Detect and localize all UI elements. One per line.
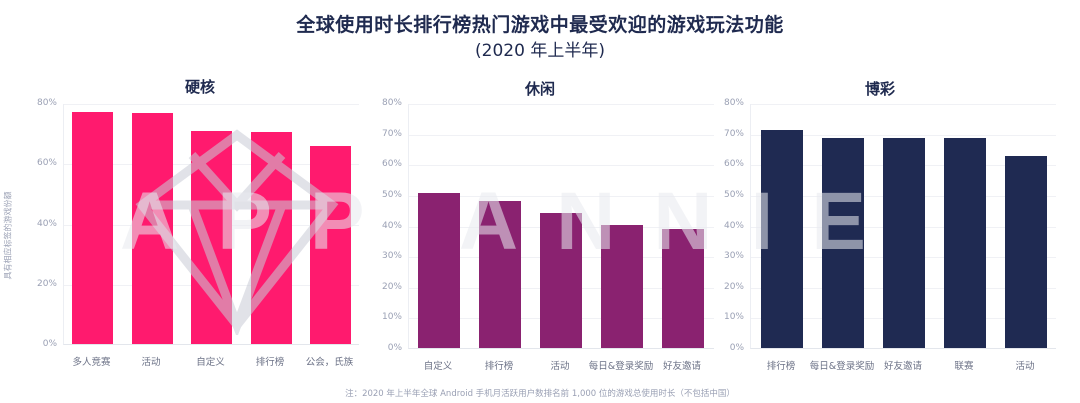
y-tick-label: 10%: [381, 312, 402, 323]
bar-2[interactable]: [822, 138, 864, 348]
y-tick-label: 50%: [723, 189, 744, 200]
y-tick-label: 40%: [723, 220, 744, 231]
y-tick-label: 60%: [723, 159, 744, 170]
x-tick-label: 公会，氏族: [305, 357, 354, 368]
bar-4[interactable]: [944, 138, 986, 348]
y-tick-label: 0%: [729, 343, 744, 353]
bar-3[interactable]: [540, 213, 582, 348]
x-tick-label: 活动: [550, 361, 570, 372]
plot-area-casual: [408, 104, 714, 349]
chart-casual: 休闲 0% 10% 20% 30% 40% 50% 60% 70% 80% 自定义 排行榜 活动 每日&…: [360, 0, 720, 403]
y-tick-label: 80%: [381, 98, 402, 108]
chart-title: 全球使用时长排行榜热门游戏中最受欢迎的游戏玩法功能: [296, 14, 784, 36]
bar-4[interactable]: [601, 224, 643, 348]
y-tick-label: 60%: [381, 159, 402, 170]
chart-casino: 博彩 0% 10% 20% 30% 40% 50% 60% 70% 80% 排行榜 每日&登录奖励好…: [715, 0, 1080, 403]
bar-3[interactable]: [883, 138, 925, 348]
y-tick-label: 0%: [42, 339, 57, 349]
gridline: [409, 165, 714, 167]
gridline: [64, 104, 359, 105]
bar-2[interactable]: [131, 112, 173, 344]
panel-title-hardcore: 硬核: [184, 78, 215, 96]
y-tick-label: 40%: [36, 218, 57, 229]
x-tick-label: 自定义: [196, 357, 225, 368]
y-tick-label: 80%: [36, 98, 57, 108]
y-tick-label: 20%: [36, 278, 57, 289]
x-tick-label: 多人竞赛: [72, 357, 111, 368]
y-tick-label: 0%: [387, 343, 402, 353]
x-tick-label: 排行榜: [766, 361, 796, 372]
y-tick-label: 40%: [381, 220, 402, 231]
x-tick-label: 好友邀请: [883, 361, 922, 372]
chart-subtitle: (2020 年上半年): [475, 41, 605, 61]
x-tick-label: 每日&登录奖励: [809, 361, 875, 372]
bar-2[interactable]: [479, 201, 521, 348]
bar-5[interactable]: [662, 228, 704, 348]
x-tick-label: 排行榜: [484, 361, 514, 372]
y-tick-label: 30%: [381, 251, 402, 262]
y-tick-label: 50%: [381, 189, 402, 200]
plot-area-casino: [750, 104, 1056, 349]
x-tick-label: 好友邀请: [662, 361, 701, 372]
panel-title-casino: 博彩: [864, 80, 895, 98]
x-tick-label: 活动: [1015, 361, 1035, 372]
plot-area-hardcore: [63, 104, 359, 345]
x-tick-label: 排行榜: [255, 357, 285, 368]
y-tick-label: 70%: [381, 128, 402, 139]
x-tick-label: 每日&登录奖励: [588, 361, 654, 372]
y-tick-label: 10%: [723, 312, 744, 323]
y-tick-label: 60%: [36, 158, 57, 169]
gridline: [409, 195, 714, 197]
x-tick-label: 联赛: [954, 361, 974, 372]
gridline: [751, 134, 1056, 136]
y-tick-label: 20%: [381, 281, 402, 292]
x-tick-label: 活动: [141, 357, 161, 368]
y-tick-label: 30%: [723, 251, 744, 262]
footnote: 注：2020 年上半年全球 Android 手机月活跃用户数排名前 1,000 …: [345, 389, 735, 399]
bar-5[interactable]: [1005, 155, 1047, 348]
y-tick-label: 70%: [723, 128, 744, 139]
bar-1[interactable]: [761, 129, 803, 348]
y-tick-label: 20%: [723, 281, 744, 292]
chart-hardcore: 硬核 0% 20% 40% 60% 80% 多人竞赛 活动 自定义 排行榜 公会，氏族: [0, 0, 360, 403]
bar-1[interactable]: [72, 112, 113, 344]
y-tick-label: 80%: [723, 98, 744, 108]
bar-1[interactable]: [418, 193, 460, 348]
gridline: [409, 134, 714, 136]
x-tick-label: 自定义: [423, 361, 453, 372]
gridline: [409, 104, 714, 105]
gridline: [751, 104, 1056, 105]
panel-title-casual: 休闲: [524, 80, 555, 98]
bar-3[interactable]: [191, 131, 232, 344]
bar-5[interactable]: [310, 146, 351, 344]
bar-4[interactable]: [250, 132, 292, 344]
